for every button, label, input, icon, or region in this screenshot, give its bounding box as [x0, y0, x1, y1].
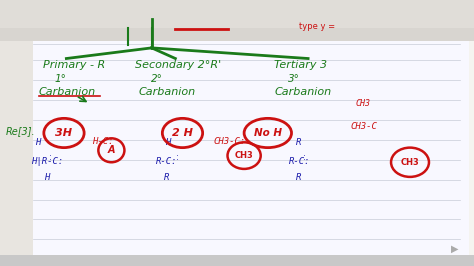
Text: H|R-C:: H|R-C:: [31, 157, 63, 166]
Text: :: :: [303, 153, 306, 163]
Text: CH3: CH3: [356, 99, 371, 109]
Text: Secondary 2°R': Secondary 2°R': [135, 60, 221, 70]
Text: H: H: [165, 138, 170, 147]
Text: Tertiary 3: Tertiary 3: [274, 60, 327, 70]
Text: 2°: 2°: [151, 74, 163, 84]
Text: type y =: type y =: [299, 22, 335, 31]
Text: :: :: [49, 153, 52, 163]
Bar: [0, 255, 474, 266]
Text: H: H: [35, 138, 40, 147]
Bar: [0, 0, 474, 28]
Text: CH3-C:: CH3-C:: [213, 137, 246, 146]
Text: R-C:: R-C:: [289, 157, 310, 166]
Text: CH3: CH3: [401, 158, 419, 167]
Text: ▶: ▶: [451, 243, 459, 253]
Text: R: R: [296, 138, 301, 147]
Text: 2 H: 2 H: [172, 128, 193, 138]
Text: H-C:: H-C:: [92, 137, 114, 146]
Text: A: A: [108, 145, 115, 155]
Text: H: H: [44, 173, 49, 182]
Bar: [0, 28, 474, 41]
Text: Carbanion: Carbanion: [275, 87, 332, 97]
Text: Primary - R: Primary - R: [43, 60, 105, 70]
Text: 3°: 3°: [288, 74, 300, 84]
Text: R: R: [296, 173, 301, 182]
Text: 3H: 3H: [55, 128, 73, 138]
Text: Carbanion: Carbanion: [39, 87, 96, 97]
Text: Re[3].: Re[3].: [6, 126, 35, 136]
Bar: [0, 41, 33, 266]
Text: CH3: CH3: [235, 151, 254, 160]
Text: Carbanion: Carbanion: [138, 87, 196, 97]
Text: 1°: 1°: [55, 74, 66, 84]
Text: CH3-C: CH3-C: [351, 122, 378, 131]
Text: R-C:: R-C:: [156, 157, 178, 166]
Text: No H: No H: [254, 128, 282, 138]
Text: R: R: [164, 173, 169, 182]
Text: :: :: [176, 153, 179, 163]
